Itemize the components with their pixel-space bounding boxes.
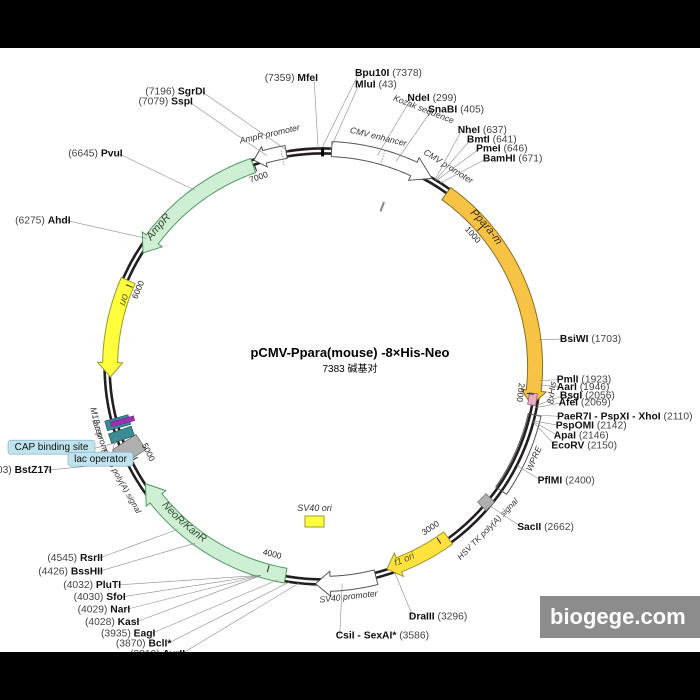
svg-text:BamHI (671): BamHI (671) — [483, 154, 543, 165]
svg-text:(4426) BssHII: (4426) BssHII — [38, 566, 103, 577]
svg-text:CMV promoter: CMV promoter — [422, 147, 476, 186]
svg-text:CAP binding site: CAP binding site — [15, 442, 89, 453]
svg-text:(6645) PvuI: (6645) PvuI — [68, 149, 123, 160]
svg-text:5000: 5000 — [140, 441, 157, 463]
svg-text:SnaBI (405): SnaBI (405) — [428, 105, 484, 116]
svg-text:(7079) SspI: (7079) SspI — [139, 97, 194, 108]
svg-text:PflMI (2400): PflMI (2400) — [538, 476, 595, 487]
svg-text:(7359) MfeI: (7359) MfeI — [265, 73, 318, 84]
svg-text:pCMV-Ppara(mouse) -8×His-Neo: pCMV-Ppara(mouse) -8×His-Neo — [250, 345, 449, 360]
svg-text:Bpu10I (7378): Bpu10I (7378) — [355, 68, 422, 79]
svg-text:CsiI - SexAI* (3586): CsiI - SexAI* (3586) — [336, 631, 429, 642]
svg-text:biogege.com: biogege.com — [550, 604, 686, 629]
svg-text:3000: 3000 — [420, 518, 442, 537]
svg-text:(4029) NarI: (4029) NarI — [78, 604, 131, 615]
svg-text:(3870) BclI*: (3870) BclI* — [116, 639, 172, 650]
svg-text:lac operator: lac operator — [74, 454, 127, 465]
svg-text:(7196) SgrDI: (7196) SgrDI — [145, 86, 205, 97]
svg-text:SacII (2662): SacII (2662) — [517, 522, 574, 533]
svg-text:DraIII (3296): DraIII (3296) — [409, 612, 467, 623]
svg-text:(4545) RsrII: (4545) RsrII — [47, 553, 103, 564]
svg-text:(6275) AhdI: (6275) AhdI — [15, 216, 71, 227]
svg-text:SV40 ori: SV40 ori — [297, 503, 333, 513]
svg-text:NdeI (299): NdeI (299) — [407, 93, 456, 104]
svg-text:(5003) BstZ17I: (5003) BstZ17I — [0, 465, 52, 476]
svg-text:AfeI (2069): AfeI (2069) — [559, 398, 611, 409]
svg-text:(4032) PluTI: (4032) PluTI — [63, 580, 121, 591]
svg-text:4000: 4000 — [262, 546, 283, 561]
svg-text:(3935) EagI: (3935) EagI — [101, 629, 156, 640]
svg-text:(4028) KasI: (4028) KasI — [85, 617, 140, 628]
svg-text:MluI (43): MluI (43) — [355, 79, 397, 90]
svg-text:(4030) SfoI: (4030) SfoI — [74, 592, 126, 603]
svg-text:BsiWI (1703): BsiWI (1703) — [560, 334, 621, 345]
svg-text:2000: 2000 — [515, 383, 527, 403]
svg-text:EcoRV (2150): EcoRV (2150) — [551, 441, 617, 452]
svg-text:7383 碱基对: 7383 碱基对 — [322, 362, 377, 375]
